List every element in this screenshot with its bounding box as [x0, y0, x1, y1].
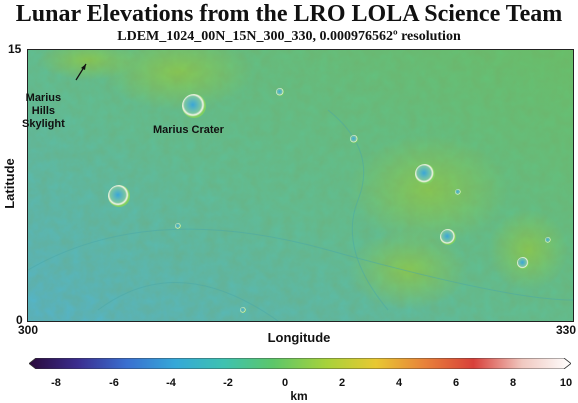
- colorbar-units: km: [290, 389, 308, 403]
- colorbar-tick: -2: [223, 377, 233, 389]
- crater-east: [517, 257, 529, 269]
- map-subtitle: LDEM_1024_00N_15N_300_330, 0.000976562º …: [117, 29, 461, 44]
- x-tick-left: 300: [18, 323, 39, 337]
- colorbar-tick: -4: [166, 377, 176, 389]
- crater-small-6: [240, 307, 246, 313]
- x-axis-label: Longitude: [267, 330, 331, 345]
- colorbar: [28, 356, 572, 370]
- y-axis-label: Latitude: [1, 158, 17, 209]
- elevation-map: [27, 49, 574, 322]
- skylight-label: Marius Hills Skylight: [22, 92, 65, 130]
- crater-small-2: [350, 135, 358, 143]
- colorbar-tick: 8: [509, 377, 517, 389]
- crater-small-4: [175, 223, 181, 229]
- crater-central: [415, 164, 435, 184]
- crater-small-1: [276, 88, 284, 96]
- marius-crater: [182, 94, 206, 118]
- y-tick-top: 15: [8, 42, 22, 56]
- colorbar-graphic: [28, 357, 572, 370]
- colorbar-tick: -8: [51, 377, 61, 389]
- x-tick-right: 330: [556, 323, 577, 337]
- colorbar-tick: -6: [109, 377, 119, 389]
- crater-small-5: [545, 237, 551, 243]
- skylight-arrow-head: [81, 64, 86, 70]
- crater-label: Marius Crater: [153, 124, 224, 136]
- crater-southeast: [440, 229, 456, 245]
- colorbar-tick: 2: [338, 377, 346, 389]
- map-title: Lunar Elevations from the LRO LOLA Scien…: [15, 1, 563, 27]
- crater-west: [108, 185, 130, 207]
- colorbar-tick: 6: [452, 377, 460, 389]
- colorbar-tick: 4: [395, 377, 403, 389]
- colorbar-tick: 0: [281, 377, 289, 389]
- crater-small-3: [455, 189, 461, 195]
- y-tick-bottom: 0: [16, 313, 23, 327]
- colorbar-tick: 10: [559, 377, 573, 389]
- elevation-map-image: [28, 50, 573, 321]
